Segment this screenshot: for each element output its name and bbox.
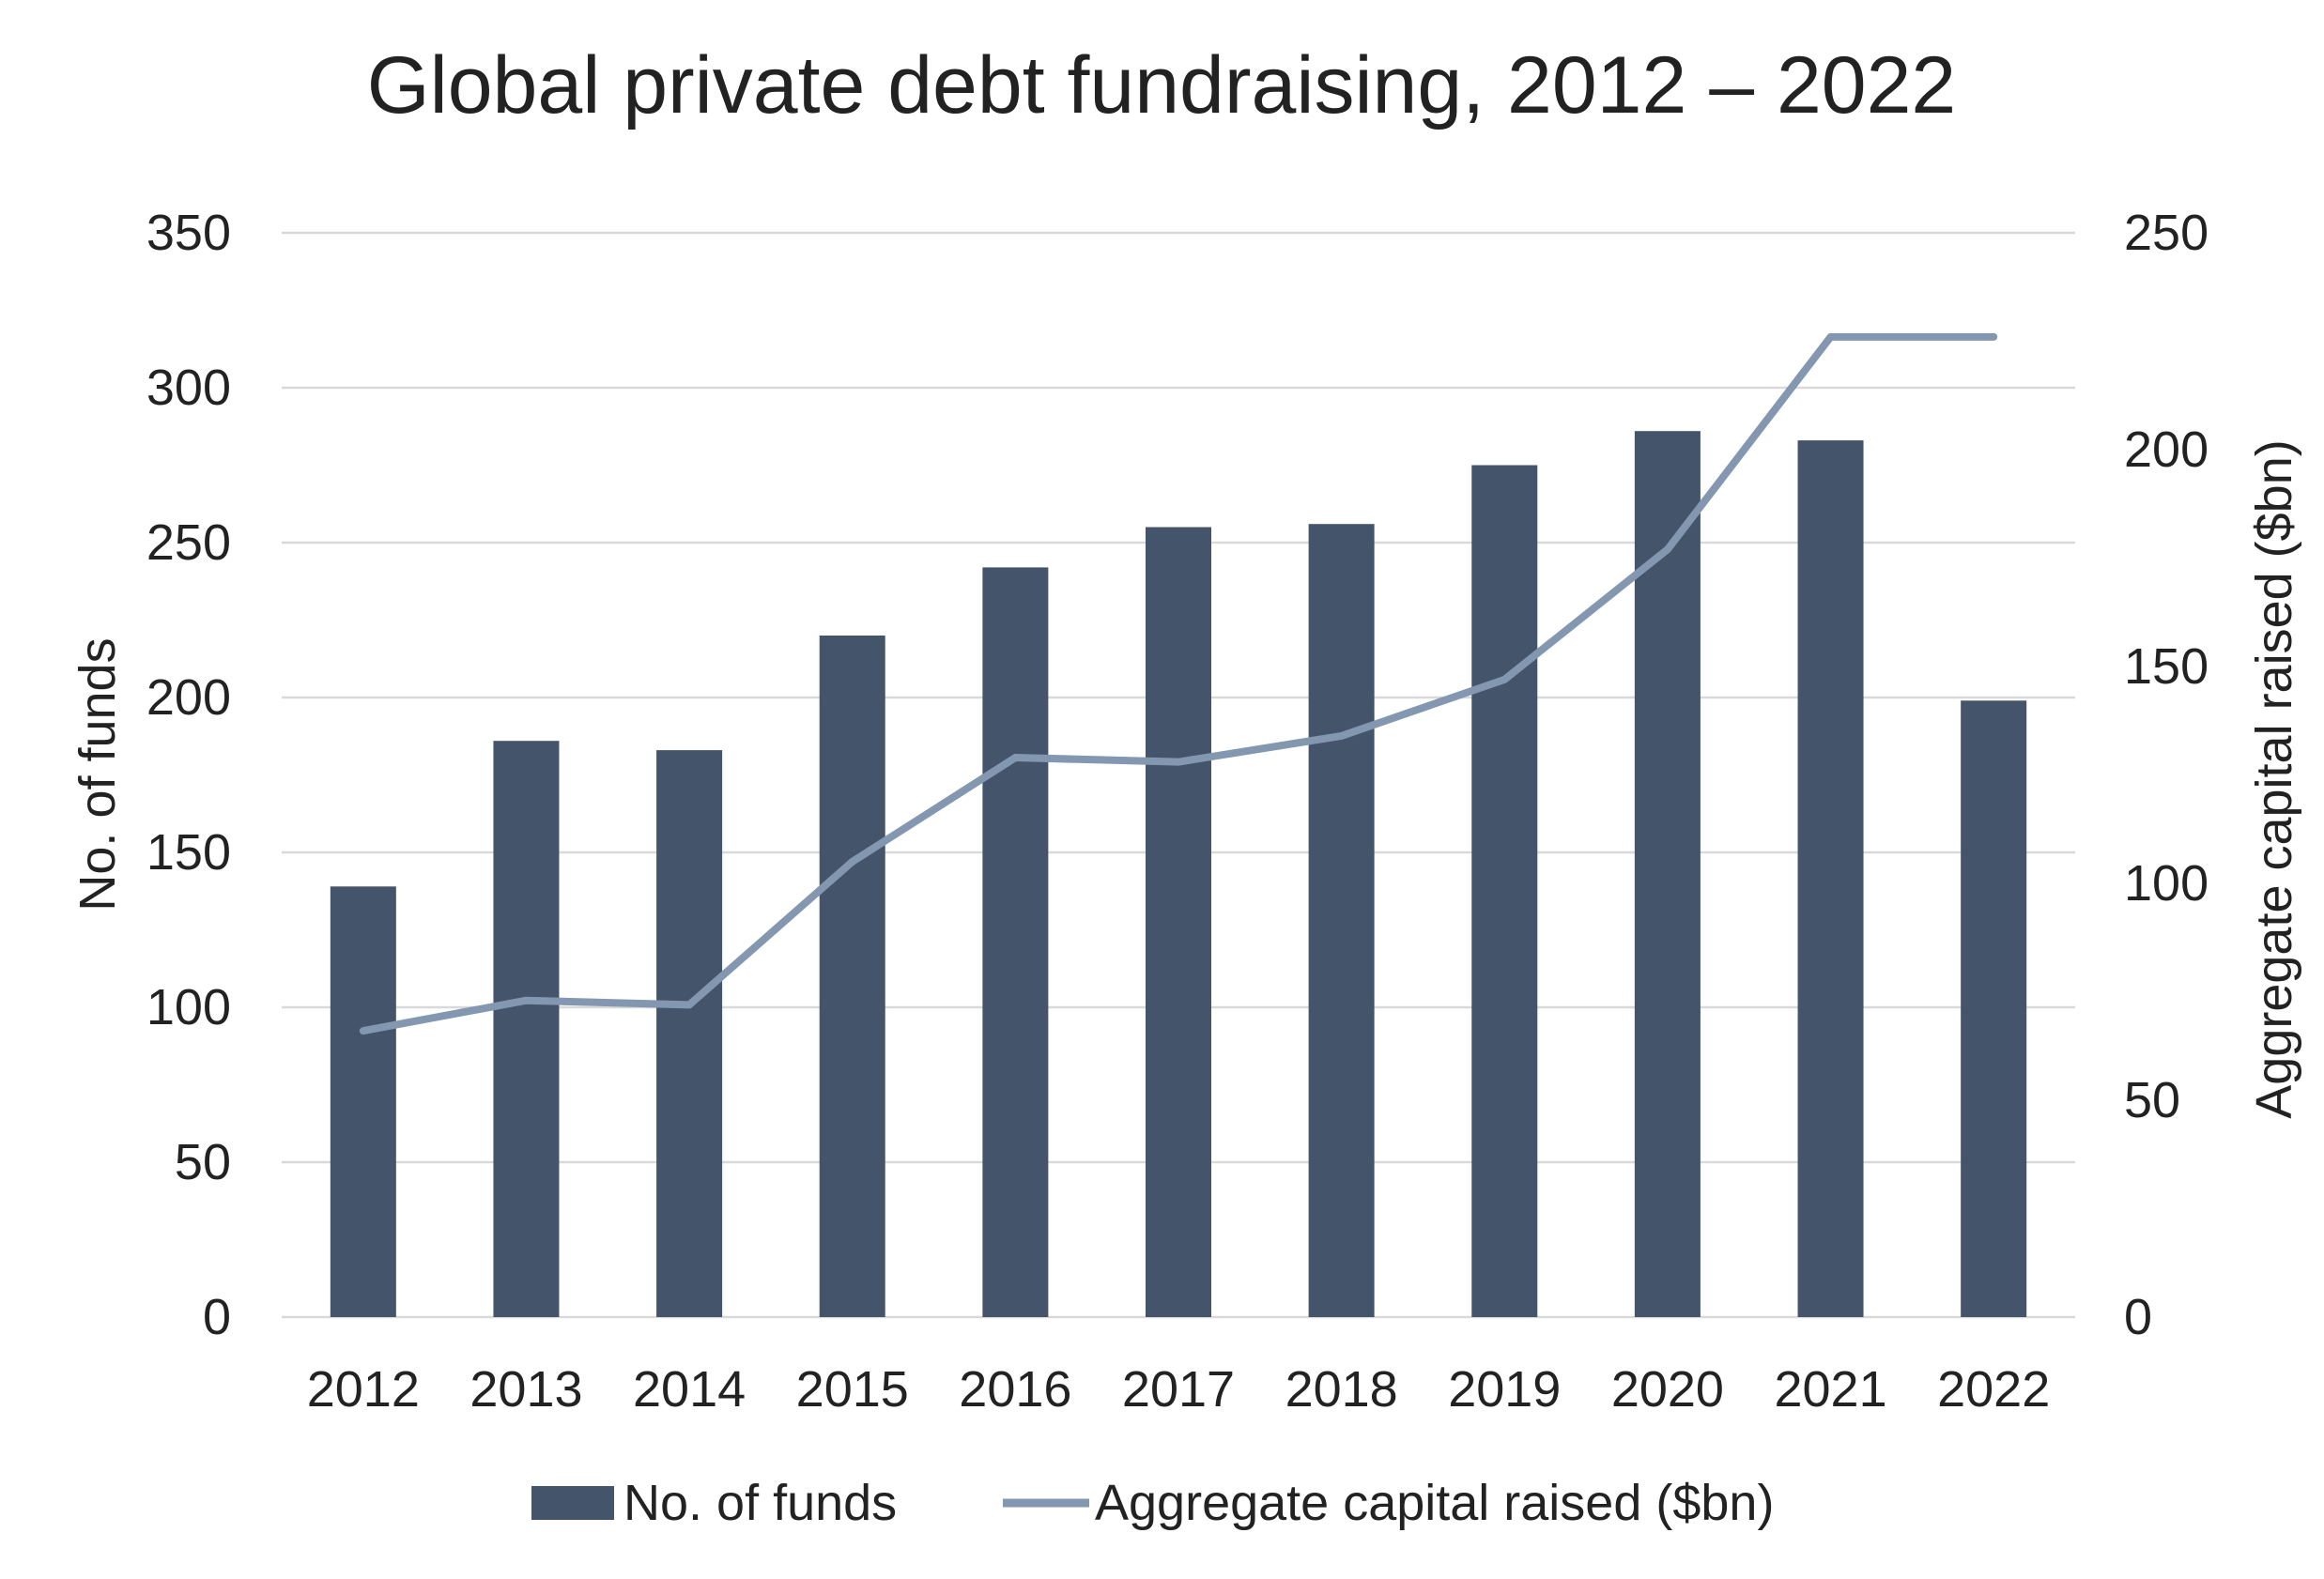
x-tick-label: 2020 (1611, 1361, 1724, 1418)
x-tick-label: 2018 (1285, 1361, 1398, 1418)
right-tick-label: 50 (2124, 1072, 2180, 1128)
left-tick-label: 100 (146, 979, 231, 1035)
bar-no-of-funds (982, 567, 1049, 1317)
x-tick-label: 2022 (1937, 1361, 2050, 1418)
point-aggregate-capital (1014, 757, 1017, 759)
x-tick-label: 2015 (796, 1361, 909, 1418)
point-aggregate-capital (362, 1030, 364, 1033)
right-tick-label: 250 (2124, 205, 2209, 261)
right-tick-label: 200 (2124, 422, 2209, 478)
left-tick-label: 250 (146, 514, 231, 571)
x-tick-label: 2014 (633, 1361, 746, 1418)
legend: No. of funds Aggregate capital raised ($… (531, 1475, 1774, 1531)
x-tick-label: 2016 (959, 1361, 1071, 1418)
bar-no-of-funds (493, 741, 560, 1317)
right-axis-title: Aggregate capital raised ($bn) (2246, 439, 2302, 1118)
x-tick-label: 2021 (1774, 1361, 1886, 1418)
legend-label-line: Aggregate capital raised ($bn) (1095, 1475, 1774, 1531)
point-aggregate-capital (1503, 678, 1506, 681)
point-aggregate-capital (1340, 734, 1343, 737)
point-aggregate-capital (1829, 335, 1832, 338)
point-aggregate-capital (1666, 548, 1669, 551)
left-axis-ticks: 0 50 100 150 200 250 300 350 (146, 205, 231, 1345)
x-tick-label: 2012 (307, 1361, 420, 1418)
left-axis-title: No. of funds (69, 637, 126, 911)
x-tick-label: 2017 (1122, 1361, 1235, 1418)
left-tick-label: 300 (146, 360, 231, 416)
point-aggregate-capital (525, 999, 528, 1002)
right-tick-label: 0 (2124, 1289, 2152, 1345)
left-tick-label: 200 (146, 669, 231, 726)
left-tick-label: 50 (175, 1134, 231, 1190)
left-tick-label: 150 (146, 824, 231, 881)
bar-no-of-funds (1308, 524, 1375, 1317)
bar-no-of-funds (1797, 440, 1864, 1318)
x-tick-label: 2019 (1448, 1361, 1561, 1418)
legend-label-bar: No. of funds (623, 1475, 897, 1531)
bar-no-of-funds (819, 636, 885, 1317)
x-axis-ticks: 2012 2013 2014 2015 2016 2017 2018 2019 2020 2021… (307, 1361, 2051, 1418)
point-aggregate-capital (1993, 335, 1995, 338)
point-aggregate-capital (851, 860, 854, 863)
left-tick-label: 0 (203, 1289, 231, 1345)
legend-swatch-bar (531, 1486, 614, 1520)
right-tick-label: 100 (2124, 855, 2209, 912)
bar-no-of-funds (1146, 527, 1211, 1317)
bar-no-of-funds (656, 750, 723, 1317)
right-tick-label: 150 (2124, 638, 2209, 695)
left-tick-label: 350 (146, 205, 231, 261)
point-aggregate-capital (1177, 760, 1179, 763)
point-aggregate-capital (688, 1004, 691, 1006)
x-tick-label: 2013 (469, 1361, 582, 1418)
bar-no-of-funds (1471, 465, 1538, 1317)
right-axis-ticks: 0 50 100 150 200 250 (2124, 205, 2209, 1345)
chart-title: Global private debt fundraising, 2012 – … (367, 40, 1957, 130)
bar-no-of-funds (1634, 431, 1701, 1317)
line-series (359, 332, 1998, 1035)
bar-series (330, 431, 2027, 1318)
bar-no-of-funds (330, 886, 396, 1317)
bar-no-of-funds (1961, 700, 2027, 1317)
